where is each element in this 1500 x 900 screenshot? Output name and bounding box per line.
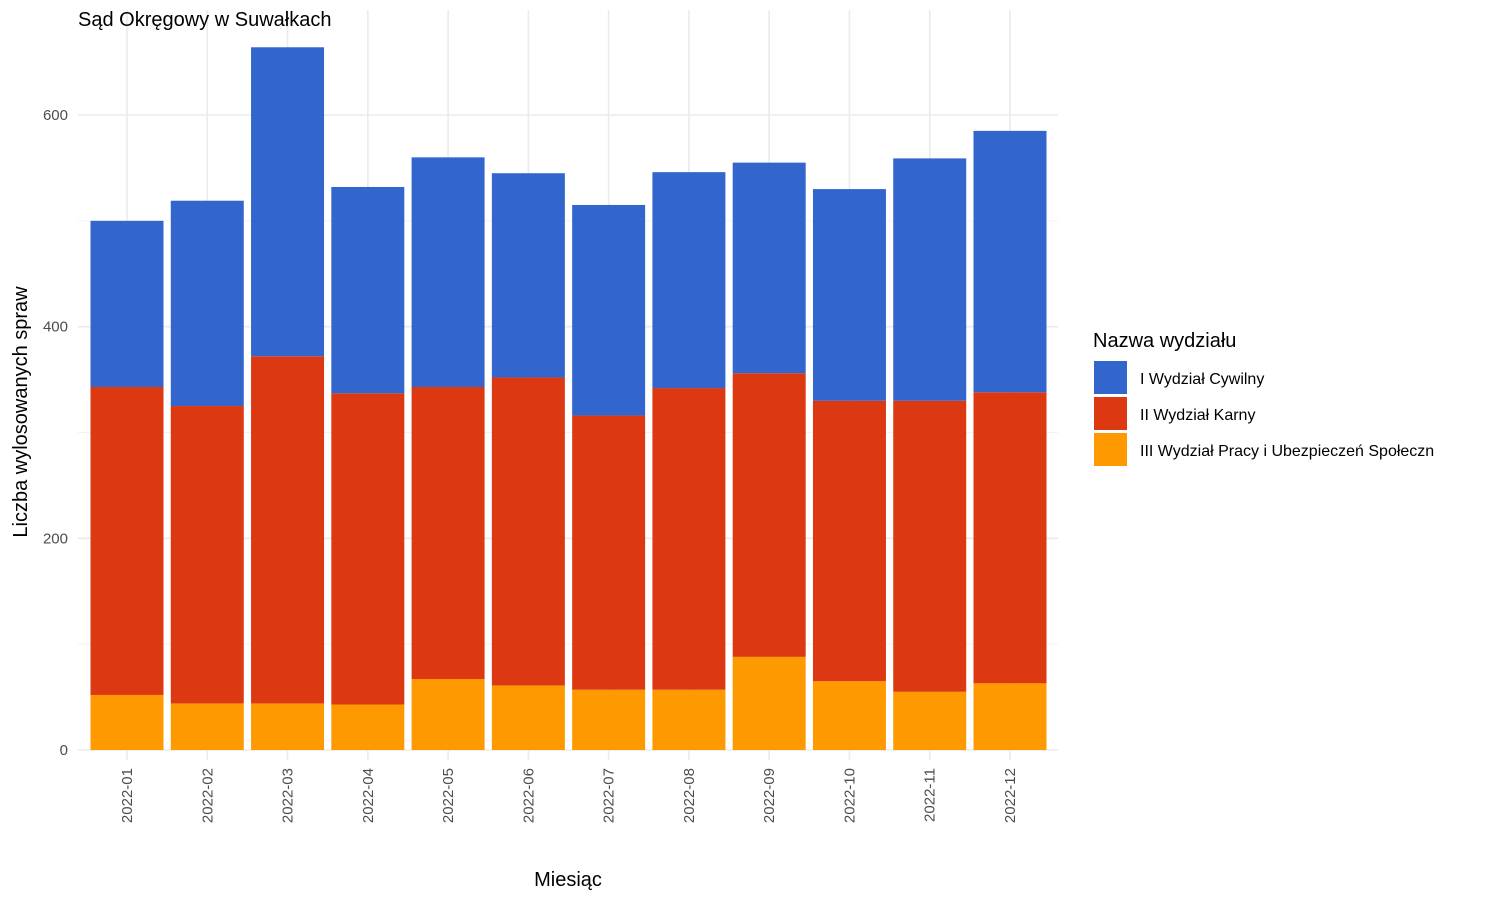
bar-segment (491, 377, 565, 686)
bar-stack-2022-03 (251, 47, 325, 750)
bar-segment (251, 47, 325, 357)
legend: Nazwa wydziału I Wydział Cywilny II Wydzi… (1093, 330, 1434, 466)
legend-label: I Wydział Cywilny (1140, 371, 1264, 388)
bar-segment (893, 158, 967, 401)
bar-segment (90, 220, 164, 387)
x-tick-label: 2022-12 (1002, 768, 1019, 823)
legend-swatch (1094, 397, 1127, 430)
bar-stack-2022-08 (652, 172, 726, 750)
bar-segment (572, 689, 646, 750)
bar-segment (732, 373, 806, 657)
y-axis-title: Liczba wylosowanych spraw (10, 286, 32, 538)
bar-segment (652, 689, 726, 750)
bar-stack-2022-12 (973, 130, 1047, 750)
legend-swatch (1094, 433, 1127, 466)
bar-segment (491, 685, 565, 750)
bar-segment (331, 393, 405, 705)
bar-stack-2022-02 (170, 200, 244, 750)
y-axis: 0 200 400 600 (43, 107, 68, 759)
bar-stack-2022-11 (893, 158, 967, 750)
bar-segment (251, 356, 325, 704)
y-tick-label: 600 (43, 107, 68, 124)
bar-segment (893, 691, 967, 750)
bar-segment (170, 200, 244, 407)
x-axis-title: Miesiąc (534, 869, 602, 891)
bar-segment (331, 704, 405, 750)
legend-title: Nazwa wydziału (1093, 330, 1236, 352)
bar-segment (90, 694, 164, 750)
y-tick-label: 0 (60, 742, 68, 759)
x-tick-label: 2022-05 (440, 768, 457, 823)
x-tick-label: 2022-02 (199, 768, 216, 823)
bar-segment (812, 189, 886, 401)
bar-segment (732, 162, 806, 374)
bar-segment (411, 157, 485, 387)
x-tick-label: 2022-01 (119, 768, 136, 823)
bar-stack-2022-07 (572, 204, 646, 750)
x-axis: 2022-01 2022-02 2022-03 2022-04 2022-05 2022-… (119, 768, 1019, 823)
x-tick-label: 2022-06 (520, 768, 537, 823)
bar-segment (331, 186, 405, 394)
bar-segment (973, 392, 1047, 684)
x-tick-label: 2022-09 (761, 768, 778, 823)
bar-segment (491, 173, 565, 378)
x-tick-label: 2022-08 (681, 768, 698, 823)
bar-segment (170, 406, 244, 704)
bar-segment (973, 130, 1047, 393)
bar-segment (572, 415, 646, 690)
bar-segment (893, 400, 967, 692)
x-tick-label: 2022-07 (601, 768, 618, 823)
bar-stack-2022-09 (732, 162, 806, 750)
bar-segment (411, 386, 485, 680)
bar-segment (170, 703, 244, 750)
chart-title: Sąd Okręgowy w Suwałkach (78, 9, 331, 31)
legend-label: II Wydział Karny (1140, 407, 1255, 424)
x-tick-label: 2022-04 (360, 768, 377, 823)
x-tick-label: 2022-11 (922, 768, 939, 822)
bar-segment (812, 681, 886, 750)
bar-stack-2022-04 (331, 186, 405, 750)
y-tick-label: 400 (43, 319, 68, 336)
legend-swatch (1094, 361, 1127, 394)
bar-segment (652, 388, 726, 690)
bar-segment (732, 656, 806, 750)
bar-stack-2022-01 (90, 220, 164, 750)
x-tick-label: 2022-03 (280, 768, 297, 823)
bar-segment (652, 172, 726, 389)
bar-segment (251, 703, 325, 750)
bars (90, 47, 1047, 750)
bar-segment (973, 683, 1047, 750)
legend-label: III Wydział Pracy i Ubezpieczeń Społeczn (1140, 443, 1434, 460)
bar-stack-2022-06 (491, 173, 565, 750)
bar-segment (572, 204, 646, 416)
bar-stack-2022-10 (812, 189, 886, 750)
bar-stack-2022-05 (411, 157, 485, 750)
bar-segment (812, 400, 886, 682)
bar-segment (411, 679, 485, 750)
y-tick-label: 200 (43, 530, 68, 547)
bar-segment (90, 386, 164, 695)
x-tick-label: 2022-10 (841, 768, 858, 823)
